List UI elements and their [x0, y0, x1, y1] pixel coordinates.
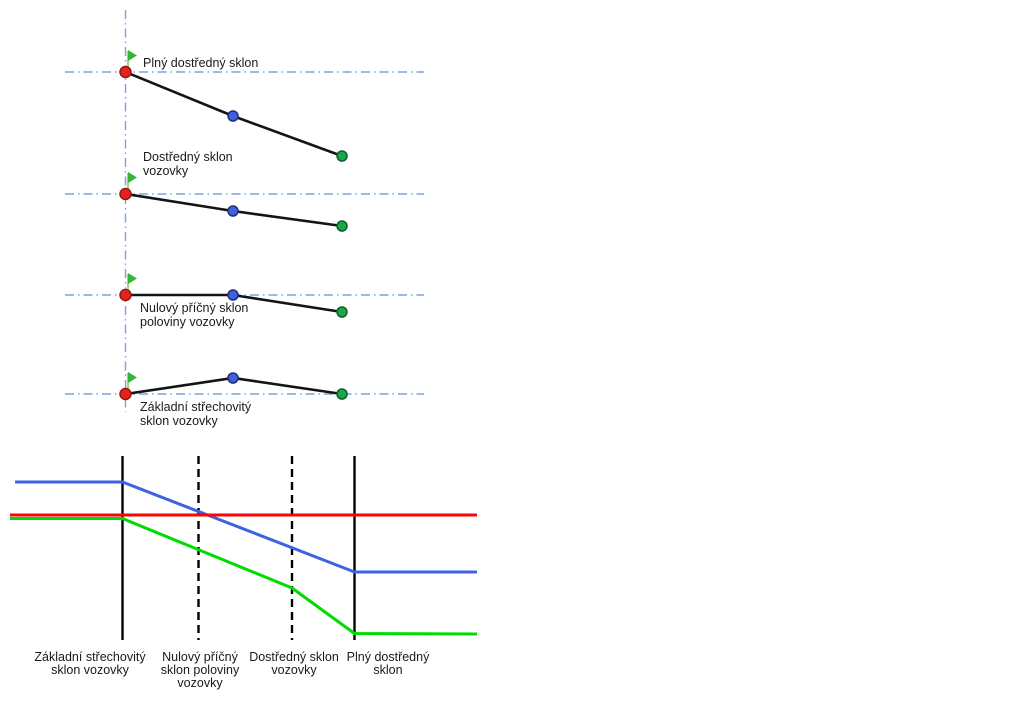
station-label-line: sklon poloviny — [161, 663, 240, 677]
mid-point-blue — [227, 110, 239, 122]
axis-edge-point-red — [119, 187, 132, 201]
mid-point-blue — [227, 289, 239, 301]
station-label-superelevated: Dostředný sklon vozovky — [249, 650, 339, 677]
station-label-full-superelevation: Plný dostředný sklon — [347, 650, 430, 677]
section-label: Dostředný sklon — [143, 150, 233, 164]
station-label-line: vozovky — [271, 663, 317, 677]
axis-edge-point-red — [119, 65, 132, 79]
cross-section-basic-crown: Základní střechovitý sklon vozovky — [65, 372, 424, 428]
outer-edge-point-green — [336, 306, 348, 318]
flag-icon — [126, 273, 137, 291]
section-label: poloviny vozovky — [140, 315, 235, 329]
section-label: vozovky — [143, 164, 189, 178]
station-label-line: sklon — [373, 663, 402, 677]
flag-icon — [126, 172, 137, 190]
cross-section-full-superelevation: Plný dostředný sklon — [65, 50, 424, 162]
station-label-line: Dostředný sklon — [249, 650, 339, 664]
flag-icon — [126, 372, 137, 390]
flag-pennant — [128, 50, 137, 61]
section-label: Základní střechovitý — [140, 400, 252, 414]
outer-edge-point-green — [336, 388, 348, 400]
outer-edge-point-green — [336, 220, 348, 232]
station-label-line: vozovky — [177, 676, 223, 690]
section-label: Plný dostředný sklon — [143, 56, 258, 70]
cross-section-zero-cross-slope-half: Nulový příčný sklon poloviny vozovky — [65, 273, 424, 329]
station-label-zero-cross-slope: Nulový příčný sklon poloviny vozovky — [161, 650, 240, 690]
axis-edge-point-red — [119, 288, 132, 302]
edge-profile-figure: Základní střechovitý sklon vozovky Nulov… — [10, 456, 478, 690]
station-label-line: sklon vozovky — [51, 663, 130, 677]
flag-pennant — [128, 172, 137, 183]
profile-line-green-edge — [10, 517, 478, 636]
profile-line-blue-edge — [15, 480, 477, 574]
flag-pennant — [128, 273, 137, 284]
station-label-line: Plný dostředný — [347, 650, 430, 664]
station-label-line: Nulový příčný — [162, 650, 238, 664]
cross-section-superelevated-roadway: Dostředný sklon vozovky — [65, 150, 424, 232]
axis-edge-point-red — [119, 387, 132, 401]
section-label: sklon vozovky — [140, 414, 219, 428]
flag-pennant — [128, 372, 137, 383]
flag-icon — [126, 50, 137, 68]
outer-edge-point-green — [336, 150, 348, 162]
station-label-line: Základní střechovitý — [34, 650, 146, 664]
cross-sections-figure: Plný dostředný sklon Dostředný sklon voz… — [65, 10, 424, 428]
section-label: Nulový příčný sklon — [140, 301, 248, 315]
mid-point-blue — [227, 205, 239, 217]
mid-point-blue — [227, 372, 239, 384]
station-label-crown: Základní střechovitý sklon vozovky — [34, 650, 146, 677]
